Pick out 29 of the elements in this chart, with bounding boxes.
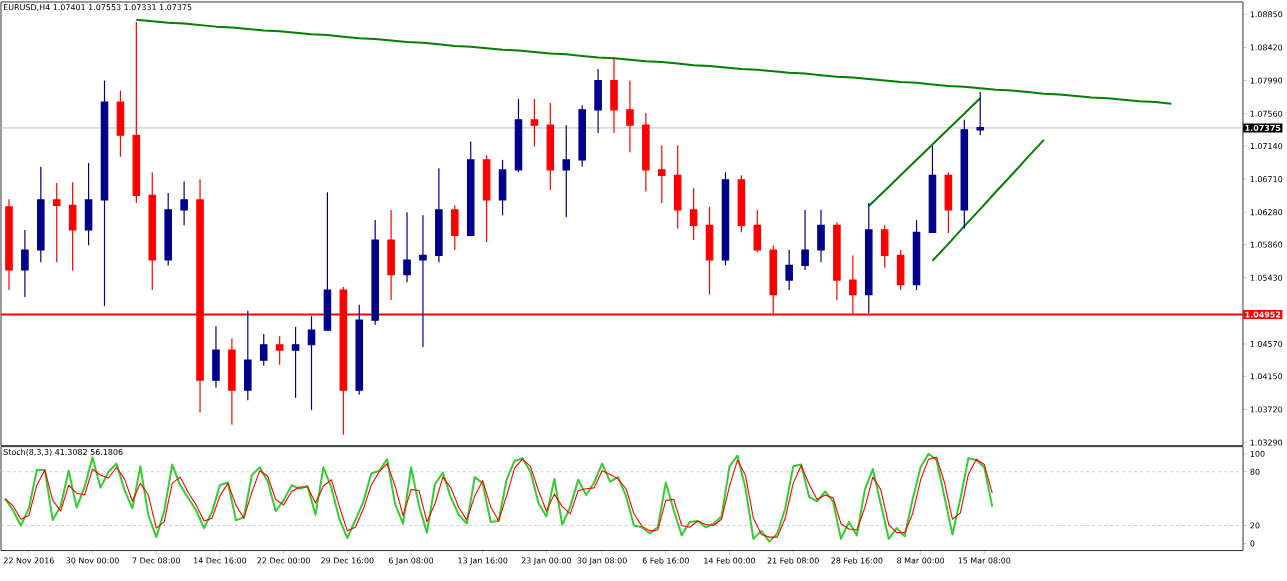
candlestick xyxy=(403,211,411,284)
candlestick xyxy=(68,181,77,272)
candlestick xyxy=(864,202,873,314)
candlestick xyxy=(466,141,475,237)
candlestick xyxy=(435,167,443,264)
candlestick xyxy=(100,80,109,308)
candlestick xyxy=(530,98,539,148)
candlestick xyxy=(801,209,809,271)
candlestick xyxy=(212,325,220,389)
candlestick xyxy=(562,124,571,218)
candlestick xyxy=(148,171,157,291)
candlestick xyxy=(21,229,29,298)
candlestick xyxy=(610,57,618,134)
candlestick xyxy=(387,209,395,301)
line-series xyxy=(931,139,1045,263)
candlestick xyxy=(594,68,602,134)
candlestick xyxy=(833,221,841,301)
candlestick xyxy=(626,80,634,154)
candlestick xyxy=(5,198,13,291)
candlestick xyxy=(419,214,427,348)
candlestick xyxy=(180,181,188,227)
candlestick xyxy=(705,206,714,296)
candlestick xyxy=(228,338,236,426)
candlestick xyxy=(642,112,650,193)
candlestick xyxy=(817,209,825,264)
candlestick xyxy=(658,144,666,204)
candlestick xyxy=(546,102,555,191)
candlestick xyxy=(673,144,682,230)
candlestick xyxy=(928,145,937,234)
